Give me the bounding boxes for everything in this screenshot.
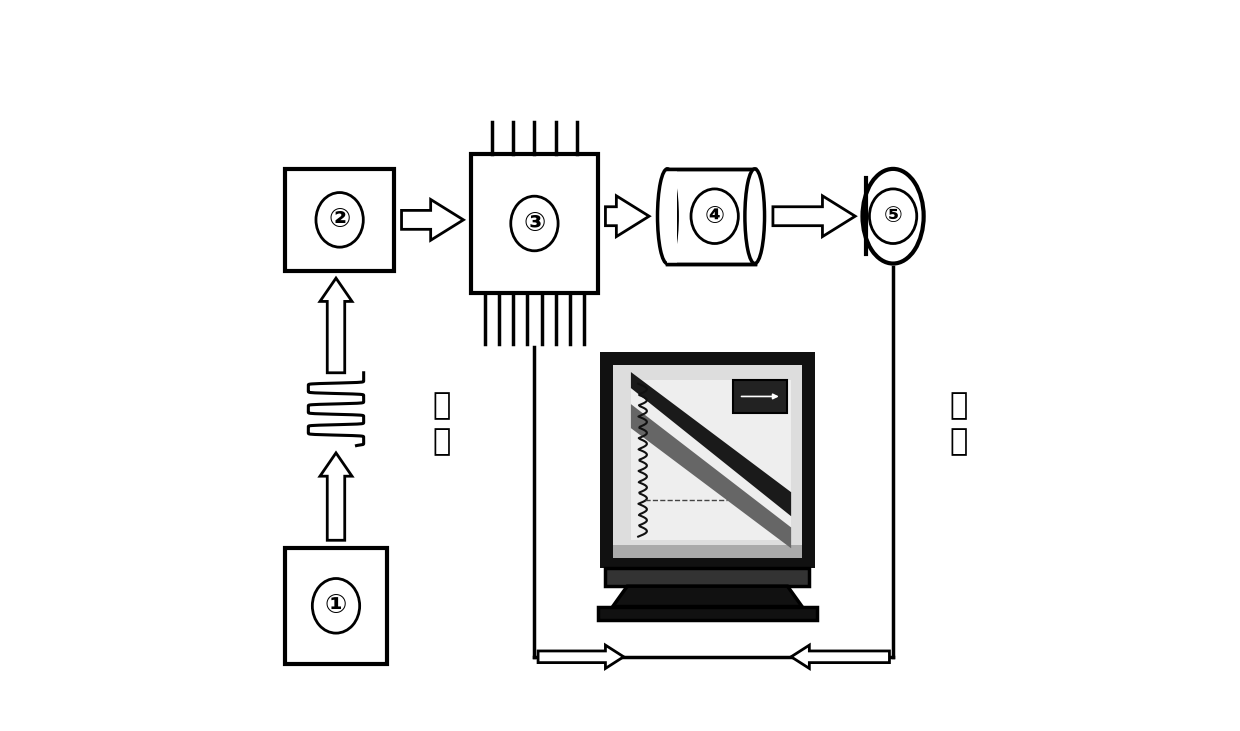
Polygon shape <box>631 404 791 548</box>
Text: ②: ② <box>329 207 351 233</box>
Polygon shape <box>631 372 791 516</box>
Polygon shape <box>605 196 649 237</box>
Ellipse shape <box>869 189 916 243</box>
Bar <box>285 169 394 270</box>
Bar <box>667 169 755 264</box>
Polygon shape <box>320 453 352 540</box>
Ellipse shape <box>511 196 558 251</box>
Polygon shape <box>613 586 802 607</box>
Bar <box>471 154 598 292</box>
Polygon shape <box>402 200 464 240</box>
Ellipse shape <box>745 169 765 264</box>
Bar <box>605 568 810 586</box>
Bar <box>600 352 815 568</box>
Bar <box>598 607 817 620</box>
Text: ③: ③ <box>523 211 546 237</box>
Text: 光
强: 光 强 <box>950 391 967 456</box>
Polygon shape <box>773 196 856 237</box>
Bar <box>733 380 787 413</box>
Bar <box>613 545 802 558</box>
Ellipse shape <box>863 169 924 264</box>
Ellipse shape <box>312 578 360 633</box>
Polygon shape <box>320 278 352 373</box>
Text: ④: ④ <box>704 204 724 228</box>
Bar <box>613 366 802 555</box>
Text: ⑤: ⑤ <box>884 206 903 226</box>
Text: ①: ① <box>325 593 347 619</box>
Bar <box>285 548 387 664</box>
Ellipse shape <box>316 192 363 247</box>
Ellipse shape <box>691 189 738 243</box>
Bar <box>667 169 677 264</box>
Ellipse shape <box>657 169 677 264</box>
Polygon shape <box>538 645 624 668</box>
Bar <box>631 380 791 540</box>
Text: 电
流: 电 流 <box>433 391 450 456</box>
Polygon shape <box>791 645 889 668</box>
